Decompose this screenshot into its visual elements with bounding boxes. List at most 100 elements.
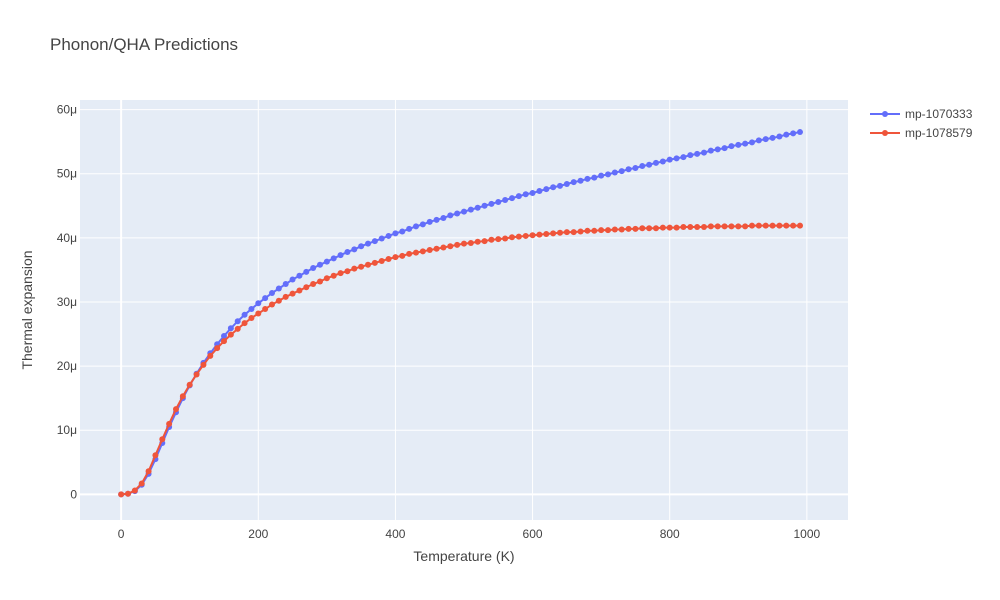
data-point: [413, 249, 419, 256]
data-point: [659, 158, 666, 165]
data-point: [632, 164, 639, 171]
data-point: [776, 222, 783, 229]
legend-item[interactable]: mp-1078579: [870, 126, 973, 140]
data-point: [125, 490, 131, 497]
data-point: [797, 129, 803, 136]
x-tick-label: 400: [385, 527, 405, 541]
tick-labels: 0 200 400 600 800 1000 0 10μ 20μ 30μ 40μ 50μ 60μ: [57, 103, 821, 541]
series-line: [121, 131, 801, 496]
data-point: [755, 222, 762, 229]
data-point: [742, 140, 749, 147]
data-point: [317, 261, 323, 268]
data-point: [611, 169, 618, 176]
data-point: [474, 238, 481, 245]
data-point: [262, 306, 269, 313]
data-point: [440, 214, 447, 221]
data-point: [207, 352, 214, 359]
legend[interactable]: mp-1070333 mp-1078579: [870, 107, 973, 140]
data-point: [515, 233, 522, 240]
data-point: [742, 223, 749, 230]
data-point: [337, 252, 344, 259]
data-point: [584, 175, 591, 182]
data-point: [522, 191, 529, 198]
data-point: [193, 371, 200, 378]
data-point: [392, 254, 399, 261]
data-point: [735, 223, 742, 230]
x-tick-label: 800: [660, 527, 680, 541]
data-point: [502, 197, 509, 204]
data-point: [454, 210, 461, 217]
y-tick-label: 20μ: [57, 359, 77, 373]
x-axis-label: Temperature (K): [413, 548, 514, 564]
data-point: [557, 229, 563, 236]
data-point: [714, 146, 721, 153]
grid: [80, 100, 848, 520]
data-point: [474, 204, 481, 211]
series-mp-1078579[interactable]: [118, 222, 803, 498]
data-point: [227, 331, 234, 338]
data-point: [358, 263, 365, 270]
data-point: [282, 281, 289, 288]
data-point: [598, 172, 605, 179]
data-point: [330, 272, 337, 279]
data-point: [673, 155, 680, 162]
data-point: [365, 240, 371, 247]
data-point: [344, 248, 351, 255]
data-point: [419, 221, 426, 228]
chart-title: Phonon/QHA Predictions: [50, 35, 238, 54]
data-point: [611, 226, 618, 233]
y-tick-label: 10μ: [57, 423, 77, 437]
data-point: [310, 281, 317, 288]
data-point: [145, 468, 152, 475]
data-point: [173, 406, 179, 413]
data-point: [241, 320, 248, 327]
data-point: [632, 225, 639, 232]
data-point: [495, 198, 502, 205]
y-tick-label: 50μ: [57, 167, 77, 181]
data-point: [707, 147, 714, 154]
data-point: [447, 243, 454, 250]
data-point: [426, 247, 433, 254]
data-point: [570, 179, 577, 186]
data-point: [625, 166, 632, 173]
data-point: [371, 259, 378, 266]
data-point: [275, 285, 282, 292]
data-point: [392, 230, 399, 237]
data-point: [378, 235, 385, 242]
data-point: [467, 239, 474, 246]
data-point: [735, 141, 742, 148]
series-mp-1070333[interactable]: [118, 129, 803, 498]
data-point: [584, 227, 591, 234]
legend-item[interactable]: mp-1070333: [870, 107, 973, 121]
data-point: [255, 300, 262, 307]
data-point: [282, 293, 289, 300]
y-tick-label: 30μ: [57, 295, 77, 309]
data-point: [790, 222, 797, 229]
data-point: [227, 325, 234, 332]
data-point: [783, 131, 790, 138]
data-point: [138, 480, 145, 487]
data-point: [310, 265, 317, 271]
series-layer: [118, 129, 803, 498]
data-point: [515, 193, 522, 200]
data-point: [728, 223, 735, 230]
data-point: [666, 156, 673, 163]
data-point: [461, 240, 467, 247]
data-point: [454, 241, 461, 248]
data-point: [296, 272, 303, 279]
data-point: [707, 223, 714, 230]
data-point: [769, 134, 776, 141]
series-line: [121, 224, 800, 496]
plot-area: [80, 100, 848, 520]
data-point: [296, 287, 303, 294]
data-point: [221, 338, 227, 345]
data-point: [529, 232, 536, 239]
data-point: [371, 238, 378, 245]
data-point: [783, 222, 790, 229]
data-point: [365, 261, 371, 268]
data-point: [406, 250, 413, 257]
data-point: [591, 227, 598, 234]
data-point: [131, 487, 138, 494]
data-point: [762, 136, 769, 143]
data-point: [323, 275, 330, 282]
